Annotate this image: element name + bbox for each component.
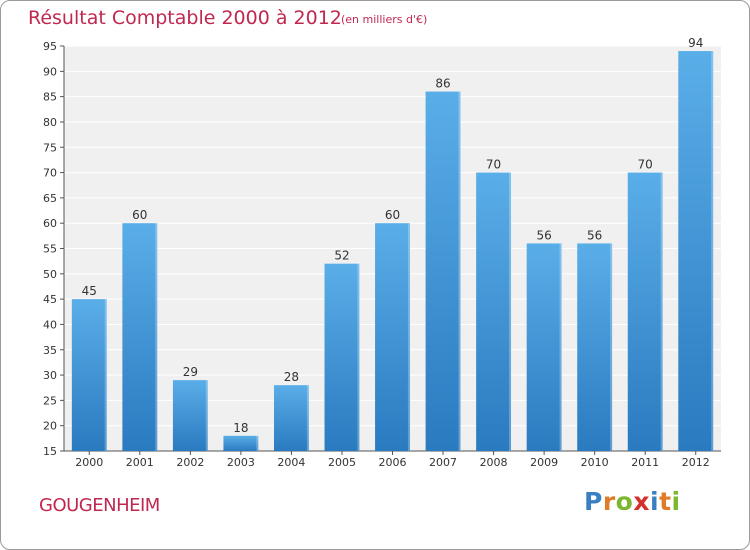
- bar-highlight: [357, 263, 360, 451]
- x-tick-label-2007: 2007: [429, 456, 457, 469]
- value-label-2000: 45: [82, 284, 97, 298]
- bar-highlight: [559, 243, 562, 451]
- x-tick-label-2011: 2011: [631, 456, 659, 469]
- x-tick-label-2012: 2012: [682, 456, 710, 469]
- bar-highlight: [610, 243, 613, 451]
- logo-letter: i: [671, 487, 681, 516]
- y-tick-label: 60: [43, 217, 57, 230]
- bar-2005: [324, 263, 360, 451]
- y-tick-label: 65: [43, 192, 57, 205]
- bar-2002: [172, 380, 208, 451]
- x-tick-label-2001: 2001: [126, 456, 154, 469]
- y-tick-label: 70: [43, 167, 57, 180]
- bar-highlight: [306, 385, 309, 451]
- logo-letter: P: [584, 487, 603, 516]
- y-tick-label: 95: [43, 40, 57, 53]
- y-tick-label: 20: [43, 420, 57, 433]
- bar-2008: [476, 172, 512, 451]
- x-tick-label-2010: 2010: [581, 456, 609, 469]
- chart-title: Résultat Comptable 2000 à 2012: [28, 7, 342, 29]
- value-label-2008: 70: [486, 158, 501, 172]
- bar-2001: [122, 223, 158, 451]
- y-tick-label: 75: [43, 141, 57, 154]
- value-label-2004: 28: [284, 370, 299, 384]
- x-tick-label-2003: 2003: [227, 456, 255, 469]
- bar-2010: [577, 243, 613, 451]
- bar-highlight: [256, 435, 259, 451]
- y-tick-label: 15: [43, 445, 57, 458]
- chart-subtitle: (en milliers d'€): [341, 13, 428, 26]
- axes: 15 20 25 30 35 40 45 50 55 60 65 70 75 80 85 90 95 2000 20…: [43, 40, 721, 469]
- logo-letter: i: [650, 487, 660, 516]
- x-tick-label-2004: 2004: [277, 456, 305, 469]
- x-tick-label-2005: 2005: [328, 456, 356, 469]
- value-label-2002: 29: [183, 365, 198, 379]
- bar-2007: [425, 91, 461, 451]
- value-label-2009: 56: [536, 228, 551, 242]
- logo-letter: o: [615, 487, 634, 516]
- bar-highlight: [458, 91, 461, 451]
- proxiti-logo: Proxiti: [584, 487, 681, 516]
- x-tick-label-2000: 2000: [75, 456, 103, 469]
- value-label-2005: 52: [334, 249, 349, 263]
- bar-2000: [71, 299, 107, 451]
- logo-letter: r: [602, 487, 616, 516]
- x-tick-label-2002: 2002: [176, 456, 204, 469]
- bar-2006: [375, 223, 410, 451]
- value-label-2001: 60: [132, 208, 147, 222]
- value-label-2003: 18: [233, 421, 248, 435]
- x-tick-label-2008: 2008: [480, 456, 508, 469]
- bar-highlight: [407, 223, 410, 451]
- bar-highlight: [155, 223, 158, 451]
- y-tick-label: 85: [43, 91, 57, 104]
- y-tick-label: 40: [43, 318, 57, 331]
- bar-2012: [678, 51, 714, 451]
- value-label-2006: 60: [385, 208, 400, 222]
- logo-letter: x: [633, 487, 650, 516]
- bar-2009: [526, 243, 562, 451]
- y-tick-label: 25: [43, 394, 57, 407]
- bar-highlight: [660, 172, 663, 451]
- y-tick-label: 45: [43, 293, 57, 306]
- bar-2003: [223, 435, 259, 451]
- value-label-2011: 70: [638, 158, 653, 172]
- bar-highlight: [711, 51, 714, 451]
- value-label-2010: 56: [587, 228, 602, 242]
- y-tick-label: 30: [43, 369, 57, 382]
- bar-highlight: [205, 380, 208, 451]
- commune-name: GOUGENHEIM: [39, 495, 160, 516]
- x-tick-label-2009: 2009: [530, 456, 558, 469]
- y-tick-label: 50: [43, 268, 57, 281]
- y-tick-label: 35: [43, 344, 57, 357]
- logo-letter: t: [659, 487, 672, 516]
- labels: 45 60 29 18 28 52 60 86 70 56 56 70 94: [82, 36, 704, 435]
- y-tick-label: 55: [43, 243, 57, 256]
- bar-2011: [627, 172, 663, 451]
- value-label-2012: 94: [688, 36, 703, 50]
- value-label-2007: 86: [435, 77, 450, 91]
- bar-2004: [273, 385, 309, 451]
- x-tick-label-2006: 2006: [379, 456, 407, 469]
- bar-highlight: [104, 299, 107, 451]
- y-tick-label: 90: [43, 65, 57, 78]
- bar-highlight: [509, 172, 512, 451]
- bars: [71, 51, 714, 451]
- y-tick-label: 80: [43, 116, 57, 129]
